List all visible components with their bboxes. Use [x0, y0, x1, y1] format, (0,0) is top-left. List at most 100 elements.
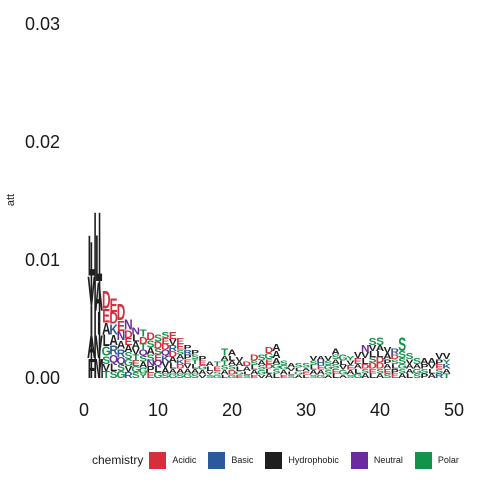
y-axis-label: att	[5, 194, 17, 206]
logo-letter: S	[398, 357, 406, 366]
logo-letter: A	[198, 369, 207, 377]
logo-letter: A	[228, 360, 237, 368]
legend-items: Acidic Basic Hydrophobic Neutral Polar	[149, 451, 471, 469]
logo-letter: G	[294, 370, 303, 375]
logo-letter: D	[250, 354, 258, 363]
logo-letter: N	[124, 316, 133, 333]
logo-letter: E	[332, 368, 340, 376]
logo-letter: D	[176, 363, 185, 371]
logo-letter: Y	[346, 355, 355, 363]
logo-letter: V	[339, 364, 348, 372]
logo-letter: A	[317, 355, 326, 363]
logo-letter: V	[428, 363, 437, 371]
logo-letter: Y	[139, 372, 148, 380]
y-tick-label: 0.01	[25, 250, 60, 270]
logo-letter: A	[228, 349, 237, 358]
logo-letter: D	[124, 328, 132, 341]
legend-label: Neutral	[373, 455, 403, 465]
logo-letter: S	[398, 350, 406, 361]
logo-letter: R	[169, 344, 178, 353]
logo-letter: S	[295, 362, 303, 370]
logo-letter: S	[161, 331, 169, 340]
x-tick-label: 30	[296, 400, 316, 420]
logo-letter: E	[110, 295, 118, 317]
logo-letter: L	[273, 372, 280, 380]
logo-letter: S	[287, 374, 295, 379]
logo-letter: S	[110, 370, 118, 381]
logo-letter: A	[183, 368, 192, 376]
logo-letter: P	[383, 358, 392, 366]
logo-letter: P	[191, 349, 200, 357]
logo-letter: S	[398, 334, 406, 356]
logo-letter: E	[391, 372, 399, 380]
logo-letter: V	[161, 361, 169, 370]
logo-letter: A	[250, 369, 259, 377]
attention-spike	[94, 212, 96, 378]
logo-letter: A	[124, 344, 133, 355]
logo-letter: S	[243, 374, 251, 379]
logo-letter: Q	[109, 353, 118, 366]
logo-letter: E	[213, 365, 221, 373]
logo-letter: K	[442, 363, 451, 371]
y-tick-label: 0.00	[25, 368, 60, 388]
logo-letter: A	[294, 374, 303, 379]
legend-title: chemistry	[92, 453, 144, 467]
logo-letter: S	[391, 358, 399, 366]
logo-letter: S	[324, 360, 332, 368]
logo-letter: E	[176, 343, 184, 352]
logo-letter: I	[90, 299, 93, 344]
logo-letter: E	[265, 358, 273, 366]
logo-letter: L	[228, 355, 235, 363]
logo-letter: S	[332, 363, 340, 371]
logo-letter: G	[131, 366, 140, 375]
legend-label: Acidic	[172, 455, 197, 465]
logo-letter: L	[221, 374, 229, 379]
logo-letter: L	[369, 350, 376, 359]
logo-letter: D	[117, 299, 126, 325]
logo-letter: L	[154, 366, 161, 375]
logo-letter: A	[324, 374, 333, 379]
logo-letter: E	[383, 368, 391, 376]
logo-letter: S	[272, 368, 280, 376]
logo-letter: E	[302, 370, 310, 375]
logo-letter: T	[443, 372, 450, 380]
logo-letter: A	[95, 275, 104, 320]
logo-letter: L	[391, 363, 398, 371]
logo-letter: A	[383, 363, 392, 371]
y-tick-label: 0.02	[25, 132, 60, 152]
logo-letter: R	[183, 349, 192, 357]
logo-letter: T	[140, 329, 148, 340]
logo-letter: D	[376, 356, 384, 365]
logo-letter: T	[214, 361, 221, 369]
logo-letter: R	[124, 372, 133, 381]
logo-letter: G	[227, 374, 236, 379]
logo-letter: A	[235, 361, 244, 369]
logo-letter: A	[243, 365, 252, 373]
logo-letter: L	[265, 368, 272, 376]
y-tick-label: 0.03	[25, 14, 60, 34]
logo-letter: E	[132, 360, 140, 369]
logo-letter: L	[110, 361, 117, 374]
logo-letter: A	[265, 372, 274, 380]
logo-letters: FAIVLMVIALTVSGLAEDSLQRAKDEGSQRANEDRVGSAE…	[87, 221, 451, 384]
logo-letter: D	[139, 336, 148, 347]
logo-letter: A	[169, 356, 178, 365]
logo-letter: P	[184, 354, 193, 362]
logo-letter: E	[346, 364, 354, 372]
logo-letter: G	[213, 374, 222, 379]
logo-letter: S	[413, 372, 421, 380]
logo-letter: S	[191, 372, 199, 380]
logo-letter: A	[220, 355, 229, 363]
logo-letter: V	[287, 367, 295, 372]
logo-letter: V	[443, 353, 451, 362]
logo-letter: A	[102, 321, 110, 339]
logo-letter: A	[361, 372, 370, 380]
logo-letter: S	[383, 372, 391, 380]
logo-letter: E	[250, 374, 258, 379]
logo-letter: T	[140, 343, 148, 352]
logo-letter: E	[435, 363, 443, 371]
legend-item: Polar	[414, 451, 459, 469]
logo-letter: L	[132, 333, 140, 344]
logo-letter: G	[338, 369, 347, 377]
